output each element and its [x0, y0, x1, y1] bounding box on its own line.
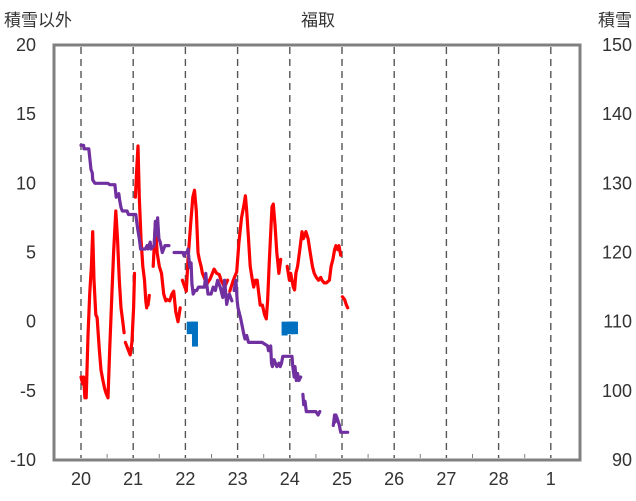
- purple-series-line: [172, 247, 234, 306]
- right-tick-label: 90: [612, 450, 632, 470]
- right-tick-label: 110: [603, 312, 632, 332]
- chart-title: 福取: [301, 11, 335, 31]
- left-tick-label: -10: [10, 450, 36, 470]
- red-series-line: [79, 209, 126, 400]
- right-tick-label: 150: [602, 35, 632, 55]
- x-axis-ticks: 20 21 22 23 24 25 26 27 28 1: [71, 469, 556, 489]
- purple-series-line: [301, 392, 322, 417]
- snowfall-bars: [186, 321, 299, 347]
- right-axis-title: 積雪: [598, 11, 632, 31]
- red-series-line: [146, 293, 151, 307]
- left-tick-label: 0: [26, 312, 36, 332]
- right-tick-label: 120: [602, 243, 632, 263]
- right-axis-ticks: 150 140 130 120 110 100 90: [602, 35, 632, 470]
- red-series-line: [285, 230, 343, 292]
- snow-bar: [281, 321, 288, 336]
- right-tick-label: 130: [602, 173, 632, 193]
- x-tick-label: 23: [228, 469, 248, 489]
- snow-bar: [191, 321, 198, 347]
- series-lines: [79, 143, 350, 434]
- x-tick-label: 24: [280, 469, 300, 489]
- x-tick-label: 26: [384, 469, 404, 489]
- left-tick-label: -5: [20, 381, 36, 401]
- x-tick-label: 22: [175, 469, 195, 489]
- x-tick-label: 25: [332, 469, 352, 489]
- plot-area: [52, 43, 582, 462]
- red-series-line: [133, 144, 149, 310]
- purple-series-line: [331, 413, 350, 434]
- red-series-line: [228, 194, 283, 321]
- left-tick-label: 20: [16, 35, 36, 55]
- x-tick-label: 27: [436, 469, 456, 489]
- x-tick-label: 28: [489, 469, 509, 489]
- purple-series-line: [232, 278, 303, 383]
- x-tick-label: 21: [123, 469, 143, 489]
- red-series-line: [151, 220, 182, 324]
- snow-bar: [292, 321, 299, 335]
- red-series-line: [180, 188, 230, 293]
- left-axis-title: 積雪以外: [4, 11, 72, 31]
- red-series-line: [340, 295, 350, 310]
- right-tick-label: 100: [602, 381, 632, 401]
- left-tick-label: 10: [16, 173, 36, 193]
- left-tick-label: 5: [26, 243, 36, 263]
- x-tick-label: 1: [546, 469, 556, 489]
- x-tick-label: 20: [71, 469, 91, 489]
- red-series-line: [123, 271, 137, 357]
- left-tick-label: 15: [16, 104, 36, 124]
- right-tick-label: 140: [602, 104, 632, 124]
- vertical-gridlines: [80, 47, 552, 458]
- snow-bar: [186, 321, 193, 335]
- left-axis-ticks: 20 15 10 5 0 -5 -10: [10, 35, 36, 470]
- purple-series-line: [79, 143, 171, 255]
